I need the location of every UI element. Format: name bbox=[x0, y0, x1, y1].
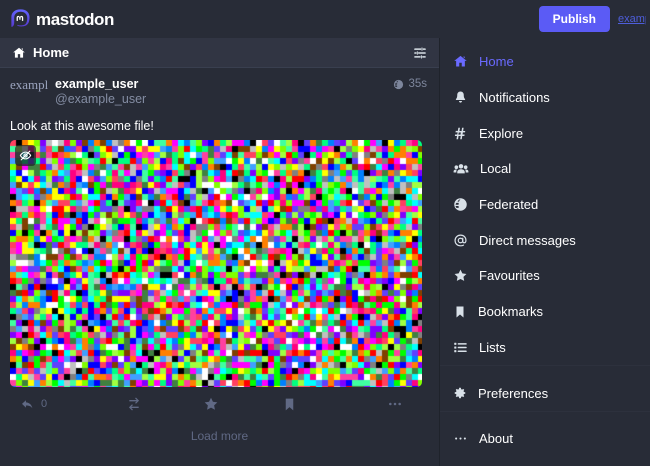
timeline-scroller[interactable]: example_user example_user @example_user bbox=[0, 68, 439, 466]
people-icon bbox=[453, 161, 469, 177]
status-action-bar: 0 bbox=[10, 389, 429, 419]
status-names: example_user @example_user bbox=[55, 76, 146, 106]
status-post: example_user example_user @example_user bbox=[0, 68, 439, 419]
top-bar-actions: Publish example_user bbox=[538, 0, 650, 38]
favourite-button[interactable] bbox=[176, 389, 254, 419]
sidebar-item-explore[interactable]: Explore bbox=[440, 115, 650, 151]
globe-icon bbox=[453, 197, 468, 212]
sidebar-item-local[interactable]: Local bbox=[440, 151, 650, 187]
timestamp-label: 35s bbox=[408, 78, 427, 90]
bookmark-icon bbox=[453, 305, 467, 319]
sidebar-item-label: Local bbox=[480, 161, 512, 177]
hashtag-icon bbox=[453, 126, 468, 141]
column-header-label: Home bbox=[33, 45, 70, 60]
more-button[interactable] bbox=[331, 389, 429, 419]
sidebar-item-lists[interactable]: Lists bbox=[440, 330, 650, 366]
sliders-icon[interactable] bbox=[413, 46, 427, 60]
sidebar-item-label: Notifications bbox=[479, 90, 550, 106]
list-icon bbox=[453, 340, 468, 355]
bell-icon bbox=[453, 90, 468, 105]
nav-divider bbox=[440, 365, 650, 367]
load-more-button[interactable]: Load more bbox=[0, 419, 439, 454]
status-timestamp[interactable]: 35s bbox=[393, 78, 427, 90]
reply-icon bbox=[20, 397, 35, 412]
sidebar-item-favourites[interactable]: Favourites bbox=[440, 258, 650, 294]
display-name[interactable]: example_user bbox=[55, 77, 139, 91]
sidebar-item-about[interactable]: About bbox=[440, 421, 650, 457]
sidebar-item-home[interactable]: Home bbox=[440, 44, 650, 80]
account-link[interactable]: example_user bbox=[618, 13, 646, 25]
gear-icon bbox=[453, 386, 467, 400]
reply-count: 0 bbox=[41, 398, 48, 411]
sidebar-item-notifications[interactable]: Notifications bbox=[440, 80, 650, 116]
home-icon bbox=[12, 46, 26, 60]
status-content: Look at this awesome file! bbox=[10, 119, 154, 133]
star-icon bbox=[453, 268, 468, 283]
star-icon bbox=[203, 396, 219, 412]
sidebar-item-bookmarks[interactable]: Bookmarks bbox=[440, 294, 650, 330]
nav-gap bbox=[440, 412, 650, 421]
media-image[interactable] bbox=[10, 140, 422, 388]
at-icon bbox=[453, 233, 468, 248]
sidebar-item-label: About bbox=[479, 431, 513, 447]
brand-logo[interactable]: mastodon bbox=[10, 8, 114, 30]
home-icon bbox=[453, 54, 468, 69]
sidebar-item-label: Explore bbox=[479, 125, 524, 141]
columns-area: Home bbox=[0, 38, 650, 466]
status-header: example_user example_user @example_user bbox=[10, 76, 429, 112]
media-hide-button[interactable] bbox=[15, 145, 36, 167]
publish-button[interactable]: Publish bbox=[538, 6, 610, 32]
sidebar-item-label: Preferences bbox=[478, 385, 549, 401]
sidebar-item-label: Home bbox=[479, 54, 514, 70]
eye-slash-icon bbox=[19, 149, 32, 162]
sidebar-item-preferences[interactable]: Preferences bbox=[440, 375, 650, 411]
sidebar-item-label: Favourites bbox=[479, 268, 540, 284]
sidebar-item-label: Direct messages bbox=[479, 232, 576, 248]
top-bar: mastodon Publish example_user bbox=[0, 0, 650, 38]
nav-gap bbox=[440, 366, 650, 375]
nav-divider bbox=[440, 410, 650, 412]
sidebar-item-label: Bookmarks bbox=[478, 304, 544, 320]
sidebar-item-federated[interactable]: Federated bbox=[440, 187, 650, 223]
sidebar-item-direct-messages[interactable]: Direct messages bbox=[440, 222, 650, 258]
bookmark-icon bbox=[282, 397, 297, 412]
column-header-title: Home bbox=[12, 45, 69, 60]
avatar[interactable]: example_user bbox=[10, 77, 48, 92]
bookmark-button[interactable] bbox=[253, 389, 331, 419]
globe-icon bbox=[393, 79, 404, 90]
ellipsis-icon bbox=[453, 431, 468, 446]
home-timeline-column: Home bbox=[0, 38, 440, 466]
sidebar-item-label: Federated bbox=[479, 197, 539, 213]
brand-name: mastodon bbox=[36, 9, 115, 29]
boost-icon bbox=[126, 396, 142, 412]
navigation-panel: Home Notifications Explore bbox=[440, 38, 650, 466]
column-header[interactable]: Home bbox=[0, 38, 439, 68]
account-handle[interactable]: @example_user bbox=[55, 92, 147, 106]
reply-button[interactable]: 0 bbox=[10, 389, 98, 419]
boost-button[interactable] bbox=[98, 389, 176, 419]
ellipsis-icon bbox=[387, 396, 403, 412]
mastodon-logo-icon bbox=[10, 8, 32, 30]
media-attachment[interactable] bbox=[10, 140, 422, 388]
sidebar-item-label: Lists bbox=[479, 339, 506, 355]
